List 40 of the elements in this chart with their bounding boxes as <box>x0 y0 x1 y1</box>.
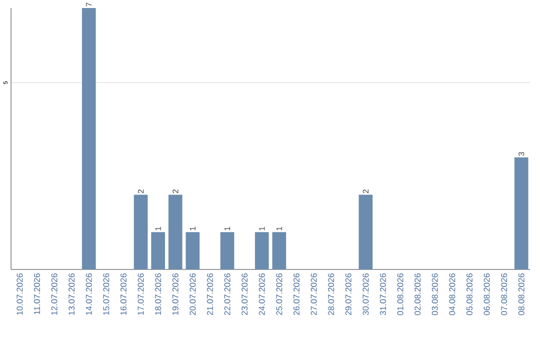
x-tick-label: 16.07.2026 <box>120 273 126 315</box>
bar <box>168 194 182 270</box>
x-tick-label: 17.07.2026 <box>138 273 144 315</box>
x-tick-label: 21.07.2026 <box>206 273 213 315</box>
x-tick-label: 03.08.2026 <box>432 273 438 315</box>
bar <box>254 232 269 270</box>
x-tick-label: 06.08.2026 <box>484 273 490 315</box>
x-tick-label: 04.08.2026 <box>449 273 456 315</box>
x-tick-label: 27.07.2026 <box>310 273 317 315</box>
x-tick-label: 22.07.2026 <box>224 273 230 315</box>
x-tick-label: 15.07.2026 <box>103 273 110 315</box>
x-tick-label: 05.08.2026 <box>466 273 472 315</box>
x-tick-label: 18.07.2026 <box>155 273 162 315</box>
x-tick-label: 08.08.2026 <box>518 273 524 315</box>
x-tick-label: 26.07.2026 <box>293 273 300 315</box>
x-tick-label: 28.07.2026 <box>328 273 334 315</box>
x-tick-label: 13.07.2026 <box>68 273 75 315</box>
x-tick-label: 11.07.2026 <box>34 273 40 314</box>
bar <box>186 232 200 270</box>
x-tick-label: 01.08.2026 <box>397 273 404 315</box>
x-tick-label: 31.07.2026 <box>380 273 386 315</box>
x-tick-label: 10.07.2026 <box>16 273 23 315</box>
x-tick-label: 30.07.2026 <box>362 273 369 315</box>
x-tick-label: 25.07.2026 <box>276 273 282 315</box>
bar <box>151 232 166 270</box>
bar <box>514 157 528 270</box>
x-tick-label: 20.07.2026 <box>190 273 196 315</box>
bar <box>358 194 373 270</box>
x-tick-label: 19.07.2026 <box>172 273 178 315</box>
x-tick-label: 07.08.2026 <box>501 273 508 315</box>
x-tick-label: 12.07.2026 <box>51 273 58 315</box>
x-tick-label: 24.07.2026 <box>258 273 265 315</box>
x-tick-label: 23.07.2026 <box>242 273 248 315</box>
x-tick-label: 29.07.2026 <box>345 273 352 315</box>
bar <box>134 194 148 270</box>
bar <box>82 8 96 270</box>
x-tick-label: 14.07.2026 <box>86 273 92 315</box>
bar <box>220 232 234 270</box>
bar <box>272 232 286 270</box>
x-tick-label: 02.08.2026 <box>414 273 421 315</box>
